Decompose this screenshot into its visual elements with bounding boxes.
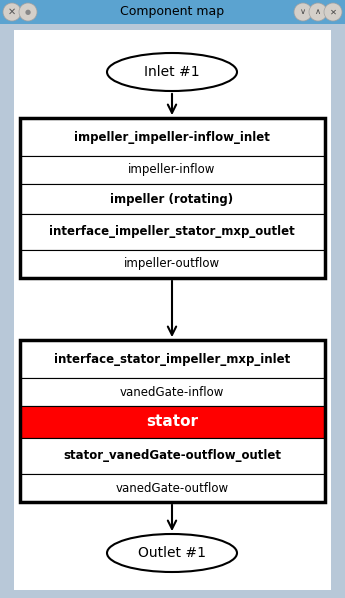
Bar bbox=[20, 118, 325, 156]
Text: Component map: Component map bbox=[120, 5, 224, 19]
Text: Inlet #1: Inlet #1 bbox=[144, 65, 200, 79]
Circle shape bbox=[324, 3, 342, 21]
Text: ✕: ✕ bbox=[8, 7, 16, 17]
Bar bbox=[20, 406, 325, 438]
Text: vanedGate-outflow: vanedGate-outflow bbox=[116, 481, 228, 495]
Bar bbox=[0, 0, 345, 24]
Text: impeller-outflow: impeller-outflow bbox=[124, 258, 220, 270]
Bar bbox=[20, 184, 325, 214]
Bar bbox=[20, 378, 325, 406]
Bar bbox=[0, 24, 345, 30]
Bar bbox=[20, 340, 325, 502]
Ellipse shape bbox=[107, 534, 237, 572]
Bar bbox=[20, 438, 325, 474]
Bar bbox=[20, 474, 325, 502]
Bar bbox=[20, 118, 325, 278]
Text: impeller_impeller-inflow_inlet: impeller_impeller-inflow_inlet bbox=[74, 130, 270, 144]
Text: stator: stator bbox=[146, 414, 198, 429]
Circle shape bbox=[294, 3, 312, 21]
Circle shape bbox=[3, 3, 21, 21]
Text: vanedGate-inflow: vanedGate-inflow bbox=[120, 386, 224, 398]
Bar bbox=[0, 590, 345, 598]
Text: Outlet #1: Outlet #1 bbox=[138, 546, 206, 560]
Circle shape bbox=[19, 3, 37, 21]
Text: ●: ● bbox=[25, 9, 31, 15]
Text: impeller-inflow: impeller-inflow bbox=[128, 163, 216, 176]
Bar bbox=[20, 156, 325, 184]
Text: stator_vanedGate-outflow_outlet: stator_vanedGate-outflow_outlet bbox=[63, 450, 281, 462]
Bar bbox=[20, 250, 325, 278]
Bar bbox=[331, 30, 345, 598]
Bar bbox=[20, 340, 325, 378]
Bar bbox=[20, 214, 325, 250]
Text: interface_stator_impeller_mxp_inlet: interface_stator_impeller_mxp_inlet bbox=[54, 352, 290, 365]
Text: ∧: ∧ bbox=[315, 8, 321, 17]
Circle shape bbox=[309, 3, 327, 21]
Text: ✕: ✕ bbox=[329, 8, 336, 17]
Ellipse shape bbox=[107, 53, 237, 91]
Text: ∨: ∨ bbox=[300, 8, 306, 17]
Text: impeller (rotating): impeller (rotating) bbox=[110, 193, 234, 206]
Bar bbox=[0, 30, 14, 598]
Text: interface_impeller_stator_mxp_outlet: interface_impeller_stator_mxp_outlet bbox=[49, 225, 295, 239]
